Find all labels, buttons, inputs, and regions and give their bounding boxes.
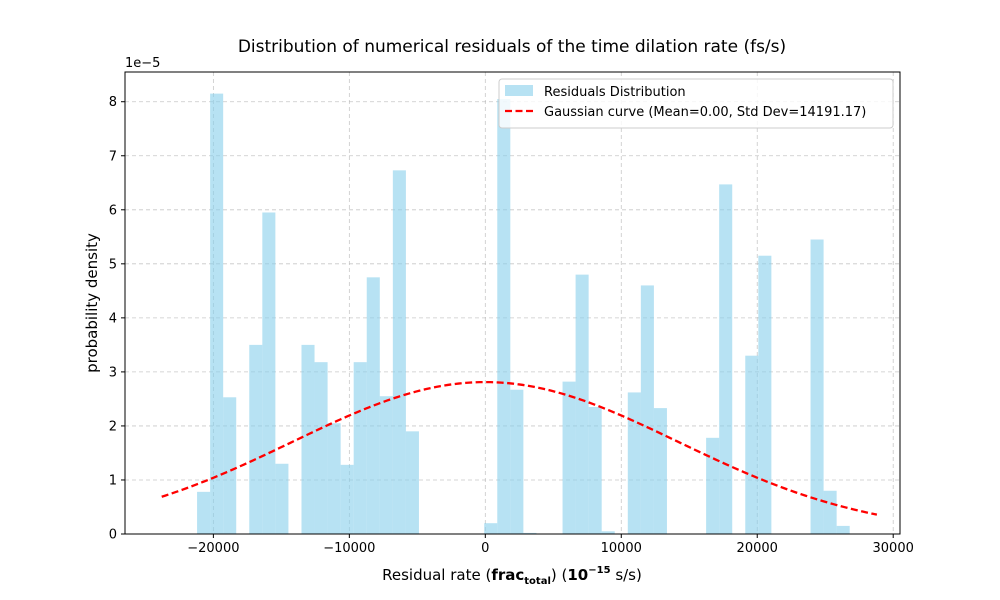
legend-swatch-residuals [505, 85, 533, 96]
histogram-bar [262, 212, 276, 535]
legend-label-gaussian: Gaussian curve (Mean=0.00, Std Dev=14191… [544, 105, 866, 120]
histogram-bar [653, 408, 667, 534]
y-tick-label: 6 [109, 203, 117, 218]
x-label-power-exp: −15 [588, 565, 610, 576]
gaussian-curve-line [161, 380, 878, 516]
histogram-bar [497, 99, 511, 534]
y-axis-ticks: 0 1 2 3 4 5 6 7 8 [109, 95, 125, 543]
histogram-bar [223, 397, 237, 534]
histogram-bar [706, 437, 720, 534]
legend: Residuals Distribution Gaussian curve (M… [498, 78, 894, 129]
chart-title: Distribution of numerical residuals of t… [238, 37, 786, 57]
histogram-bar [353, 362, 367, 534]
histogram-bar [810, 239, 824, 534]
histogram-bar [327, 423, 341, 534]
x-label-suffix: s/s) [611, 566, 642, 584]
histogram-bar [627, 392, 641, 534]
histogram-bar [575, 274, 589, 534]
histogram-bar [719, 184, 733, 534]
x-tick-label: 0 [481, 541, 489, 556]
x-tick-label: −20000 [187, 541, 239, 556]
y-tick-label: 8 [109, 95, 117, 110]
histogram-bar [210, 93, 224, 534]
histogram-bar [640, 285, 654, 534]
y-tick-label: 2 [109, 419, 117, 434]
histogram-bar [405, 431, 419, 534]
x-tick-label: −10000 [323, 541, 375, 556]
y-tick-label: 1 [109, 473, 117, 488]
y-tick-label: 7 [109, 149, 117, 164]
histogram-bar [366, 277, 380, 534]
y-tick-label: 4 [109, 311, 117, 326]
x-axis-label: Residual rate (fractotal) (10−15 s/s) [382, 565, 642, 587]
histogram-bar [601, 531, 615, 534]
x-tick-label: 10000 [601, 541, 642, 556]
histogram-bar [379, 396, 393, 534]
histogram-bar [510, 389, 524, 534]
histogram-bar [484, 523, 498, 534]
histogram-bar [745, 355, 759, 534]
histogram-bar [562, 381, 576, 534]
histogram-bars [197, 93, 850, 535]
x-label-frac: frac [491, 566, 524, 584]
gaussian-curve-layer [161, 380, 878, 516]
histogram-bar [523, 532, 537, 534]
histogram-bar [823, 490, 837, 534]
histogram-bar [392, 170, 406, 534]
x-tick-label: 20000 [737, 541, 778, 556]
histogram-bar [301, 344, 315, 534]
histogram-bar [758, 255, 772, 534]
x-label-frac-sub: total [524, 576, 551, 587]
legend-box [498, 78, 894, 129]
histogram-bar [314, 362, 328, 534]
x-label-prefix: Residual rate ( [382, 566, 491, 584]
histogram-bar [275, 463, 289, 534]
y-tick-label: 0 [109, 528, 117, 543]
y-tick-label: 5 [109, 257, 117, 272]
x-tick-label: 30000 [873, 541, 914, 556]
legend-label-residuals: Residuals Distribution [544, 85, 686, 100]
histogram-bar [197, 491, 211, 534]
histogram-bar [340, 464, 354, 534]
histogram-bar [588, 407, 602, 534]
y-tick-label: 3 [109, 365, 117, 380]
x-label-power-base: 10 [567, 566, 588, 584]
y-axis-label: probability density [83, 233, 101, 373]
y-offset-label: 1e−5 [125, 56, 160, 71]
x-axis-ticks: −20000 −10000 0 10000 20000 30000 [187, 534, 914, 556]
histogram-bar [249, 344, 263, 534]
plot-frame [124, 71, 901, 535]
histogram-bar [836, 525, 850, 534]
x-label-middle: ) ( [551, 566, 567, 584]
